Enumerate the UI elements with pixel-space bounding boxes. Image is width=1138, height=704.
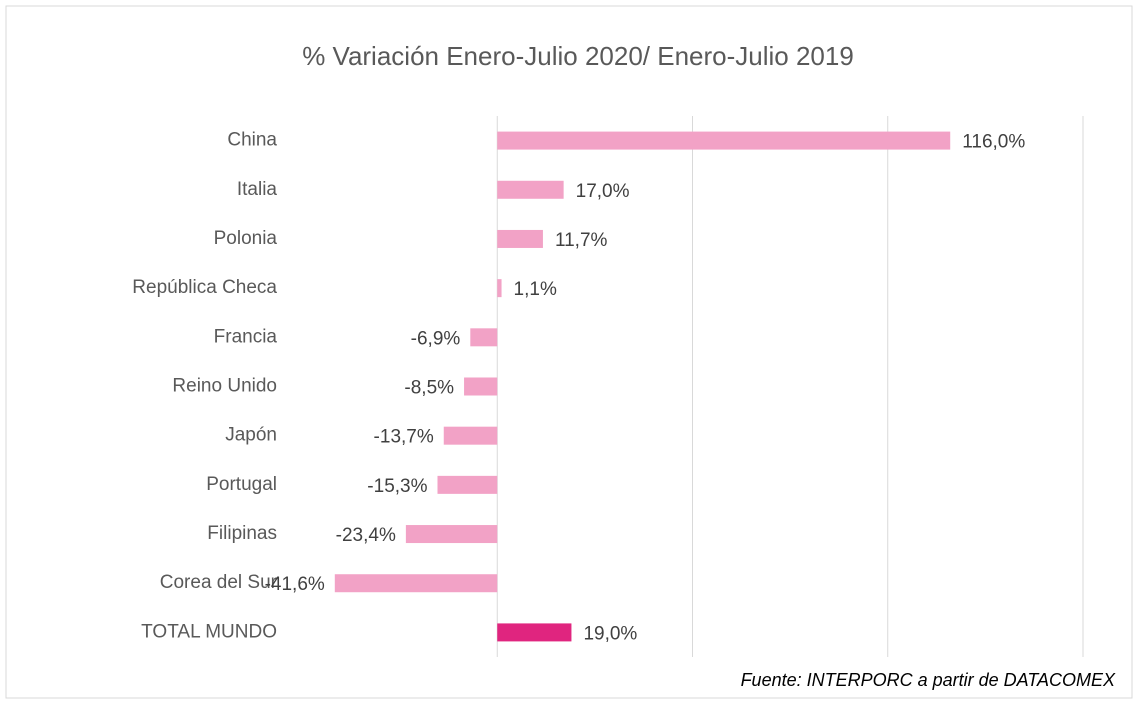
y-tick-label: República Checa bbox=[132, 277, 277, 298]
bar bbox=[437, 475, 498, 494]
bar bbox=[470, 328, 498, 347]
y-tick-label: Corea del Sur bbox=[160, 572, 278, 593]
bar bbox=[443, 426, 498, 445]
data-label: -15,3% bbox=[367, 476, 427, 497]
data-label: 116,0% bbox=[962, 132, 1025, 153]
bar bbox=[497, 180, 564, 199]
y-tick-label: Francia bbox=[214, 326, 278, 347]
bar bbox=[497, 131, 951, 150]
chart-title: % Variación Enero-Julio 2020/ Enero-Juli… bbox=[302, 41, 854, 71]
bar bbox=[334, 574, 498, 593]
y-tick-label: Portugal bbox=[206, 474, 277, 495]
data-label: -23,4% bbox=[336, 525, 396, 546]
y-tick-label: Italia bbox=[237, 179, 278, 200]
bar bbox=[497, 279, 502, 298]
y-tick-label: China bbox=[227, 130, 277, 151]
data-label: -13,7% bbox=[374, 427, 434, 448]
data-label: -6,9% bbox=[411, 328, 461, 349]
data-label: 11,7% bbox=[555, 230, 608, 251]
bar bbox=[497, 229, 543, 248]
y-tick-label: Filipinas bbox=[207, 523, 277, 544]
y-tick-label: Polonia bbox=[214, 228, 278, 249]
bar bbox=[497, 623, 572, 642]
y-tick-label: Japón bbox=[225, 425, 277, 446]
data-label: 17,0% bbox=[576, 181, 630, 202]
data-label: -41,6% bbox=[265, 574, 325, 595]
chart-border bbox=[5, 5, 1133, 699]
data-label: 19,0% bbox=[583, 623, 637, 644]
source-note: Fuente: INTERPORC a partir de DATACOMEX bbox=[741, 670, 1116, 690]
y-tick-label: TOTAL MUNDO bbox=[141, 621, 277, 642]
y-tick-label: Reino Unido bbox=[172, 376, 277, 397]
bar bbox=[405, 525, 498, 544]
data-label: 1,1% bbox=[514, 279, 557, 300]
data-label: -8,5% bbox=[404, 378, 454, 399]
bar bbox=[464, 377, 498, 396]
